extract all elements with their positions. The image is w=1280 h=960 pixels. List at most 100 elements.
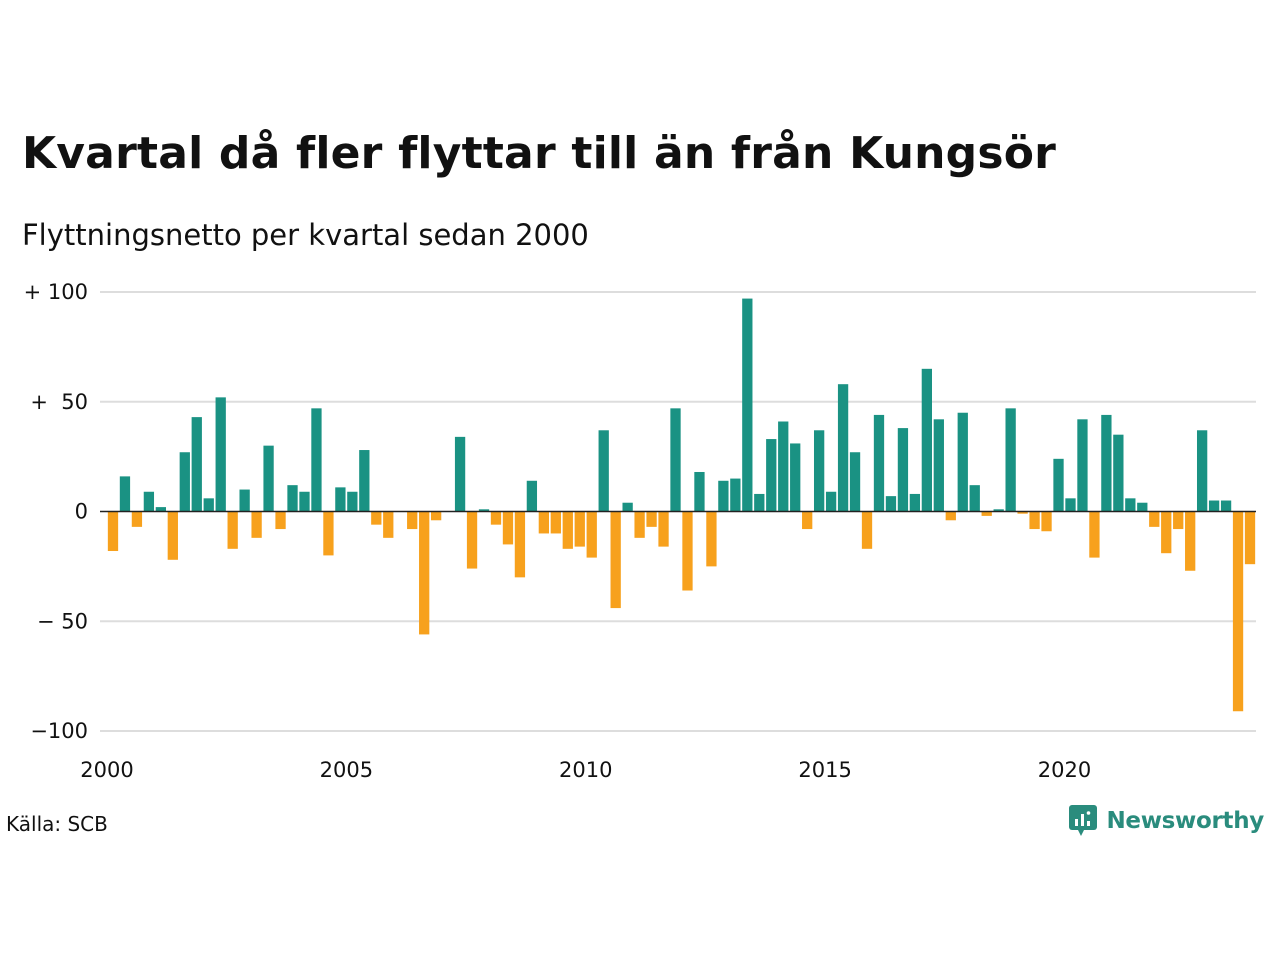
bar-2019K4 — [1053, 458, 1064, 512]
bar-2022K4 — [1196, 430, 1208, 512]
chart-subtitle: Flyttningsnetto per kvartal sedan 2000 — [22, 218, 589, 252]
bar-2021K4 — [1149, 511, 1160, 527]
bar-2004K4 — [335, 487, 346, 512]
bar-2002K4 — [239, 489, 250, 512]
bar-2008K1 — [490, 511, 502, 525]
bar-2015K4 — [861, 511, 873, 549]
bar-2020K1 — [1065, 498, 1076, 512]
y-tick-label: 0 — [75, 500, 88, 524]
bar-2006K3 — [419, 511, 430, 635]
chart-title: Kvartal då fler flyttar till än från Kun… — [22, 128, 1057, 179]
bar-2008K2 — [502, 511, 514, 545]
bar-2007K3 — [466, 511, 478, 569]
bar-2005K4 — [383, 511, 394, 538]
x-tick-label: 2005 — [320, 758, 373, 782]
bar-2015K3 — [849, 452, 861, 512]
bar-2001K4 — [191, 417, 202, 512]
bar-2006K2 — [407, 511, 418, 530]
newsworthy-logo-icon — [1069, 805, 1098, 836]
bar-2017K1 — [921, 368, 932, 512]
bar-2020K4 — [1101, 414, 1112, 512]
bar-2004K3 — [323, 511, 334, 556]
bar-2021K3 — [1137, 502, 1148, 512]
bar-2002K3 — [227, 511, 238, 549]
bar-2013K2 — [742, 298, 753, 512]
bar-2017K3 — [945, 511, 956, 521]
bar-2014K3 — [802, 511, 813, 530]
bar-2016K4 — [909, 493, 921, 512]
bar-2009K3 — [562, 511, 573, 549]
y-tick-label: + 100 — [24, 280, 88, 304]
bar-2022K2 — [1173, 511, 1184, 530]
bar-2023K3 — [1232, 511, 1244, 712]
bar-2017K2 — [933, 419, 944, 512]
bar-2014K2 — [790, 443, 801, 512]
y-tick-label: − 50 — [37, 609, 88, 633]
bar-2014K4 — [813, 430, 825, 512]
bar-2018K2 — [981, 511, 992, 516]
bar-2021K2 — [1125, 498, 1136, 512]
y-tick-label: −100 — [30, 719, 88, 743]
bar-2017K4 — [957, 412, 968, 512]
bar-2018K1 — [969, 485, 980, 512]
bar-2016K3 — [897, 428, 909, 512]
bar-2001K1 — [155, 507, 166, 512]
bar-2013K1 — [730, 478, 741, 512]
bar-2002K1 — [203, 498, 214, 512]
bar-2003K1 — [251, 511, 262, 538]
bar-2019K3 — [1041, 511, 1052, 532]
bar-2012K3 — [706, 511, 717, 567]
bar-2022K3 — [1185, 511, 1196, 571]
bar-2008K3 — [514, 511, 526, 578]
bar-2004K2 — [311, 408, 322, 512]
bar-2003K2 — [263, 445, 274, 512]
bar-2006K4 — [430, 511, 442, 521]
bar-2009K1 — [538, 511, 549, 534]
x-tick-label: 2015 — [798, 758, 851, 782]
bar-2009K2 — [550, 511, 561, 534]
bar-2010K3 — [610, 511, 621, 609]
bar-2004K1 — [299, 491, 310, 512]
bar-2000K1 — [107, 511, 119, 552]
y-axis-tick-labels: + 100 + 50 0 − 50 −100 — [24, 280, 88, 743]
bar-2019K1 — [1017, 511, 1028, 514]
bar-2020K3 — [1089, 511, 1100, 558]
bar-2007K4 — [478, 509, 490, 512]
bar-2012K1 — [682, 511, 693, 591]
x-tick-label: 2000 — [80, 758, 133, 782]
bar-2013K4 — [766, 439, 777, 512]
bar-2011K1 — [634, 511, 645, 538]
bar-2011K4 — [670, 408, 681, 512]
bar-2002K2 — [215, 397, 226, 512]
bar-2018K3 — [993, 509, 1004, 512]
bar-2000K3 — [131, 511, 143, 527]
bar-2000K2 — [119, 476, 131, 512]
bar-2013K3 — [754, 493, 765, 512]
x-tick-label: 2010 — [559, 758, 612, 782]
source-note: Källa: SCB — [6, 812, 108, 836]
bar-2016K1 — [873, 414, 885, 512]
bar-2015K1 — [825, 491, 837, 512]
bar-2023K2 — [1220, 500, 1232, 512]
bar-2005K2 — [359, 450, 370, 512]
x-tick-label: 2020 — [1038, 758, 1091, 782]
bar-2023K1 — [1208, 500, 1220, 512]
y-tick-label: + 50 — [30, 390, 88, 414]
bars — [107, 298, 1256, 712]
bar-2012K2 — [694, 471, 705, 512]
bar-2009K4 — [574, 511, 585, 547]
bar-2001K3 — [179, 452, 190, 512]
bar-2021K1 — [1113, 434, 1124, 512]
bar-2010K2 — [598, 430, 609, 512]
brand-name: Newsworthy — [1106, 808, 1264, 834]
brand-logo[interactable]: Newsworthy — [1068, 804, 1264, 838]
bar-2001K2 — [167, 511, 178, 560]
bar-2020K2 — [1077, 419, 1088, 512]
bar-2016K2 — [885, 496, 897, 512]
bar-2022K1 — [1161, 511, 1172, 554]
bar-2018K4 — [1005, 408, 1016, 512]
bar-2010K4 — [622, 502, 633, 512]
bar-2010K1 — [586, 511, 597, 558]
